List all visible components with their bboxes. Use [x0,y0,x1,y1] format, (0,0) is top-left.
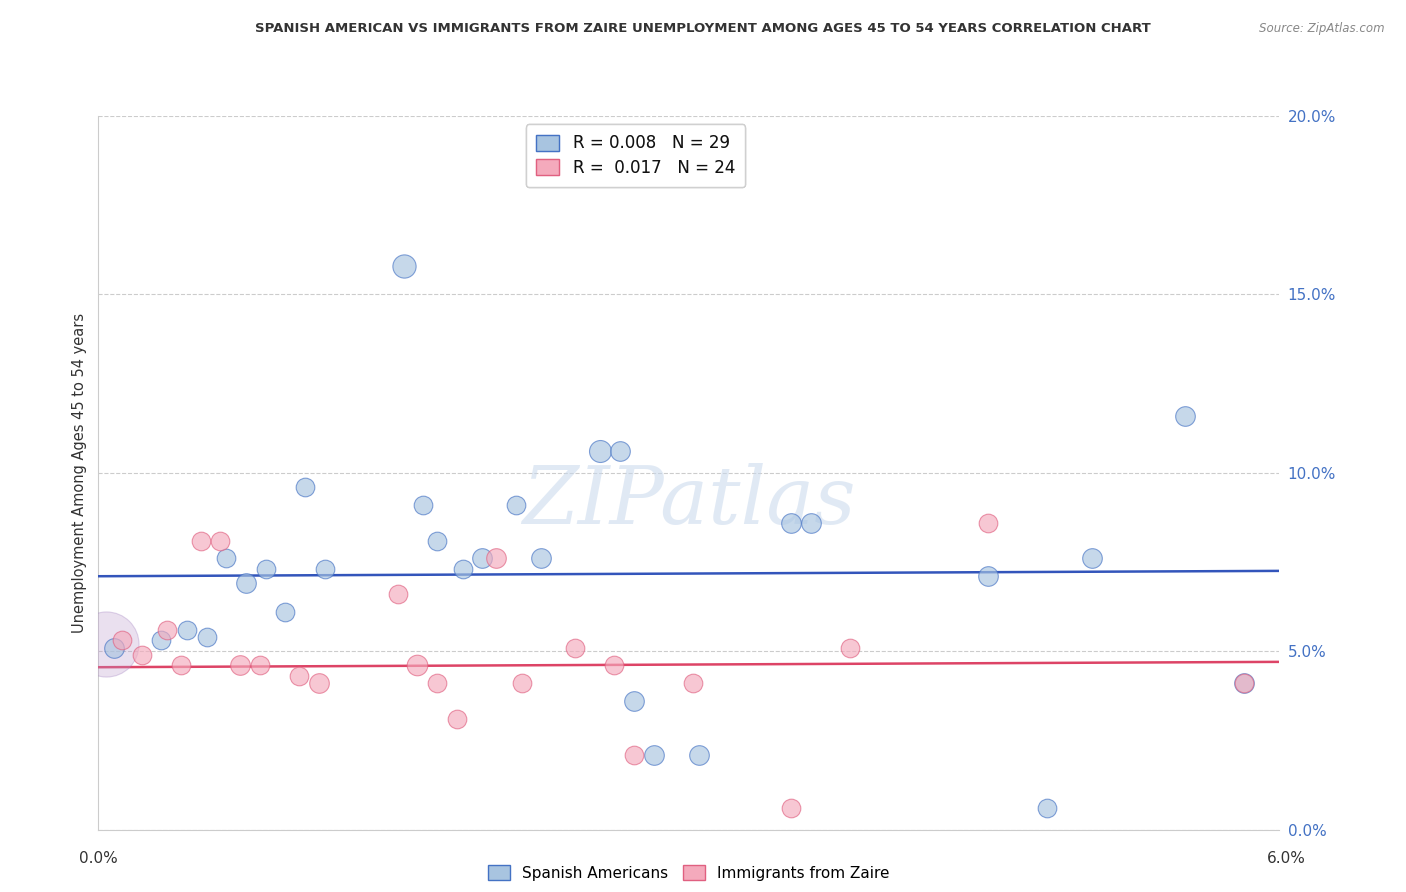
Point [589,444,612,458]
Point [839,640,862,655]
Point [530,551,553,566]
Point [406,658,429,673]
Text: 0.0%: 0.0% [79,852,118,866]
Point [1174,409,1197,423]
Point [780,516,803,530]
Text: Source: ZipAtlas.com: Source: ZipAtlas.com [1260,22,1385,36]
Point [446,712,468,726]
Point [288,669,311,683]
Point [176,623,198,637]
Point [190,533,212,548]
Point [643,747,665,762]
Point [249,658,271,673]
Point [131,648,153,662]
Point [1036,801,1059,815]
Point [426,533,449,548]
Point [294,480,316,494]
Point [1233,676,1256,690]
Y-axis label: Unemployment Among Ages 45 to 54 years: Unemployment Among Ages 45 to 54 years [72,313,87,632]
Point [977,516,1000,530]
Text: SPANISH AMERICAN VS IMMIGRANTS FROM ZAIRE UNEMPLOYMENT AMONG AGES 45 TO 54 YEARS: SPANISH AMERICAN VS IMMIGRANTS FROM ZAIR… [254,22,1152,36]
Point [688,747,710,762]
Point [229,658,252,673]
Point [215,551,238,566]
Point [609,444,631,458]
Point [505,498,527,512]
Point [800,516,823,530]
Point [195,630,218,644]
Point [977,569,1000,583]
Point [387,587,409,601]
Point [603,658,626,673]
Point [392,259,415,273]
Point [274,605,297,619]
Point [111,633,134,648]
Text: 6.0%: 6.0% [1267,852,1306,866]
Point [1233,676,1256,690]
Point [314,562,336,576]
Point [510,676,533,690]
Point [235,576,257,591]
Point [412,498,434,512]
Point [471,551,494,566]
Point [564,640,586,655]
Text: ZIPatlas: ZIPatlas [522,463,856,540]
Point [156,623,179,637]
Point [780,801,803,815]
Point [426,676,449,690]
Point [96,637,118,651]
Point [623,747,645,762]
Point [1081,551,1104,566]
Point [254,562,277,576]
Point [451,562,474,576]
Point [103,640,125,655]
Point [623,694,645,708]
Legend: R = 0.008   N = 29, R =  0.017   N = 24: R = 0.008 N = 29, R = 0.017 N = 24 [526,124,745,187]
Point [170,658,193,673]
Point [682,676,704,690]
Point [150,633,173,648]
Point [209,533,232,548]
Point [485,551,508,566]
Point [308,676,330,690]
